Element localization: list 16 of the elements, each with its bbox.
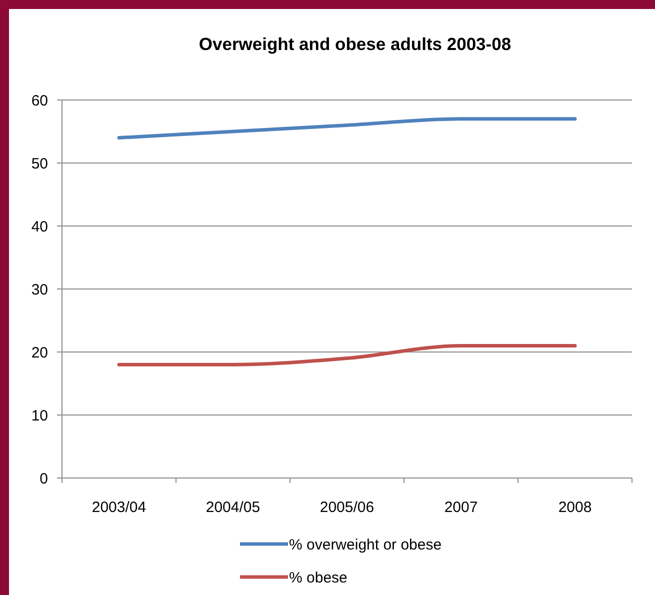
- x-tick-label: 2008: [558, 499, 592, 516]
- y-tick-label: 10: [31, 407, 48, 424]
- y-tick-label: 30: [31, 281, 48, 298]
- line-series: [117, 117, 577, 140]
- y-tick-label: 20: [31, 344, 48, 362]
- y-tick-label: 60: [31, 92, 48, 110]
- x-tick-label: 2005/06: [320, 499, 374, 516]
- chart-title: Overweight and obese adults 2003-08: [198, 34, 512, 54]
- x-tick-label: 2007: [444, 499, 478, 516]
- y-tick-label: 0: [40, 470, 48, 488]
- y-tick-label: 50: [31, 155, 48, 172]
- legend-label: % overweight or obese: [289, 536, 442, 554]
- x-tick-label: 2004/05: [206, 499, 260, 516]
- y-tick-label: 40: [31, 218, 48, 236]
- legend-label: % obese: [289, 569, 348, 586]
- x-tick-label: 2003/04: [92, 499, 146, 516]
